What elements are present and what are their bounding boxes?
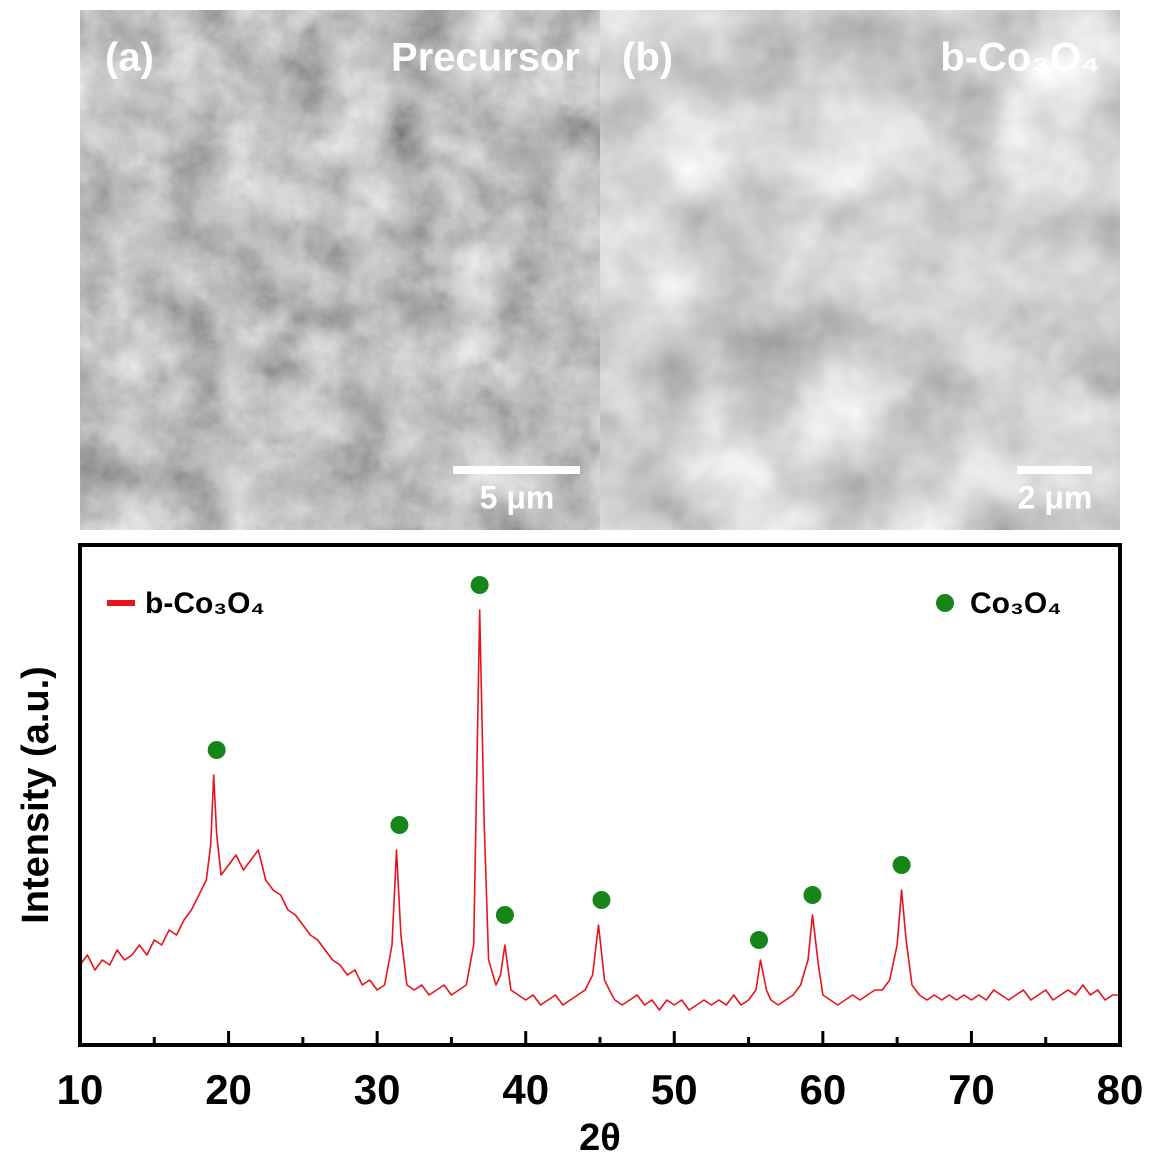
panel-title: Precursor <box>391 36 580 80</box>
x-tick-label: 60 <box>799 1066 846 1113</box>
peak-marker <box>892 856 911 874</box>
data-line <box>79 609 1120 1011</box>
scale-bar-label: 2 μm <box>1018 479 1093 515</box>
peak-marker <box>592 891 611 909</box>
peak-marker <box>390 816 409 834</box>
panel-label: (a) <box>105 36 154 80</box>
x-tick-label: 50 <box>651 1066 698 1113</box>
peak-marker <box>470 576 489 594</box>
x-tick-label: 70 <box>948 1066 995 1113</box>
x-tick-label: 20 <box>205 1066 252 1113</box>
xrd-chart: 2θ Intensity (a.u.) 10 20 30 40 50 60 70 80 b-Co… <box>15 543 1144 1159</box>
legend-label: Co₃O₄ <box>970 587 1062 620</box>
x-tick-label: 40 <box>502 1066 549 1113</box>
panel-label: (b) <box>622 36 673 80</box>
peak-marker <box>495 906 514 924</box>
peak-marker <box>207 741 226 759</box>
peak-marker <box>803 886 822 904</box>
x-tick-label: 30 <box>354 1066 401 1113</box>
y-axis-label: Intensity (a.u.) <box>15 666 57 924</box>
peak-marker <box>749 931 768 949</box>
sem-image-b: (b) b-Co₃O₄ 2 μm <box>600 10 1120 530</box>
x-tick-label: 80 <box>1097 1066 1144 1113</box>
x-axis-label: 2θ <box>579 1117 621 1159</box>
x-tick-label: 10 <box>57 1066 104 1113</box>
legend-marker <box>936 594 954 612</box>
legend-label: b-Co₃O₄ <box>145 587 265 620</box>
sem-image-a: (a) Precursor 5 μm <box>80 10 600 530</box>
plot-frame <box>78 543 1122 1047</box>
panel-title: b-Co₃O₄ <box>940 36 1100 80</box>
scale-bar-label: 5 μm <box>480 479 555 515</box>
